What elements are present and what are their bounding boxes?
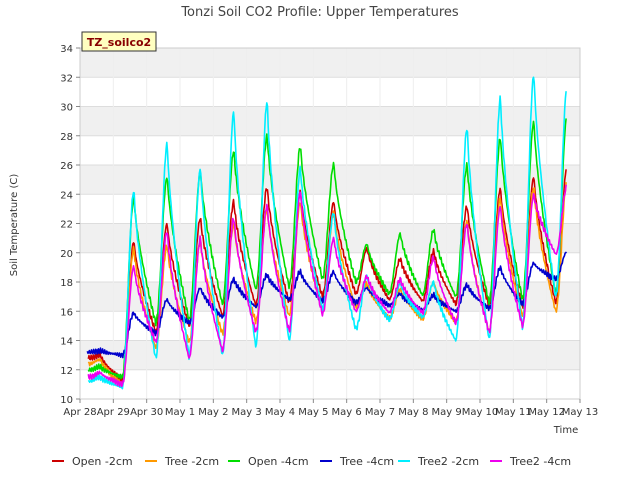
station-label-box: TZ_soilco2 xyxy=(81,31,157,52)
y-tick-label: 10 xyxy=(60,395,73,406)
legend-label: Open -4cm xyxy=(248,455,309,468)
x-tick-label: May 12 xyxy=(528,407,565,418)
x-tick-label: May 1 xyxy=(165,407,195,418)
plot-band xyxy=(80,340,580,370)
station-label: TZ_soilco2 xyxy=(87,36,151,49)
legend-label: Open -2cm xyxy=(72,455,133,468)
y-tick-label: 12 xyxy=(60,366,73,377)
x-tick-label: Apr 29 xyxy=(97,407,130,418)
x-tick-label: May 6 xyxy=(332,407,362,418)
legend: Open -2cm Tree -2cm Open -4cm Tree -4cm Tree… xyxy=(52,455,571,468)
legend-item: Open -2cm xyxy=(52,455,133,468)
x-tick-label: May 5 xyxy=(298,407,328,418)
series-line-open-4cm xyxy=(87,118,567,380)
y-tick-label: 30 xyxy=(60,103,73,114)
legend-item: Tree2 -2cm xyxy=(398,455,479,468)
y-tick-label: 22 xyxy=(60,220,73,231)
series-layer xyxy=(86,76,568,390)
x-tick-label: May 10 xyxy=(462,407,499,418)
legend-item: Tree -4cm xyxy=(320,455,394,468)
legend-label: Tree2 -2cm xyxy=(417,455,479,468)
x-tick-label: May 2 xyxy=(198,407,228,418)
plot-band xyxy=(80,48,580,78)
x-tick-label: May 4 xyxy=(265,407,295,418)
y-tick-label: 28 xyxy=(60,132,73,143)
legend-label: Tree -2cm xyxy=(164,455,219,468)
plot-band xyxy=(80,282,580,312)
x-tick-label: May 9 xyxy=(432,407,462,418)
legend-label: Tree -4cm xyxy=(339,455,394,468)
y-tick-label: 32 xyxy=(60,73,73,84)
x-tick-label: May 7 xyxy=(365,407,395,418)
y-tick-label: 16 xyxy=(60,307,73,318)
x-axis-ticks: Apr 28 Apr 29 Apr 30 May 1 May 2 May 3 May 4 Ma… xyxy=(63,399,598,418)
legend-item: Open -4cm xyxy=(228,455,309,468)
x-tick-label: May 3 xyxy=(232,407,262,418)
legend-item: Tree2 -4cm xyxy=(490,455,571,468)
legend-item: Tree -2cm xyxy=(145,455,219,468)
x-axis-label: Time xyxy=(553,425,578,436)
y-tick-label: 14 xyxy=(60,337,73,348)
y-axis-label: Soil Temperature (C) xyxy=(9,174,20,277)
x-tick-label: May 8 xyxy=(398,407,428,418)
x-tick-label: May 11 xyxy=(495,407,532,418)
legend-label: Tree2 -4cm xyxy=(509,455,571,468)
station-label-background xyxy=(81,31,157,52)
plot-band xyxy=(80,106,580,136)
y-tick-label: 34 xyxy=(60,44,73,55)
y-tick-label: 20 xyxy=(60,249,73,260)
x-tick-label: May 13 xyxy=(562,407,599,418)
chart-title: Tonzi Soil CO2 Profile: Upper Temperatur… xyxy=(180,5,459,20)
x-tick-label: Apr 28 xyxy=(63,407,96,418)
x-tick-label: Apr 30 xyxy=(130,407,163,418)
y-tick-label: 18 xyxy=(60,278,73,289)
series-line-tree2-4cm xyxy=(87,184,567,388)
y-axis-ticks: 10 12 14 16 18 20 22 24 26 28 30 32 34 xyxy=(60,44,80,406)
y-tick-label: 24 xyxy=(60,190,73,201)
y-tick-label: 26 xyxy=(60,161,73,172)
